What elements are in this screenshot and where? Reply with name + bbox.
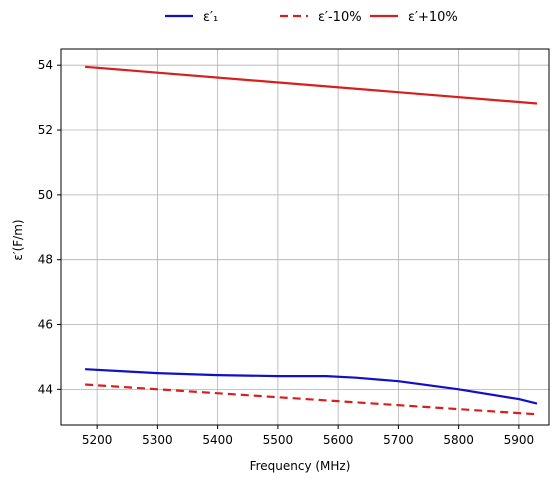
grid-lines bbox=[61, 49, 549, 425]
y-tick-label: 46 bbox=[38, 318, 53, 332]
series-line-1 bbox=[85, 383, 538, 416]
series-line-0 bbox=[85, 368, 538, 405]
y-tick-label: 50 bbox=[38, 188, 53, 202]
x-axis-label: Frequency (MHz) bbox=[250, 459, 351, 473]
x-tick-label: 5400 bbox=[202, 433, 233, 447]
y-axis-label: ε′(F/m) bbox=[11, 219, 25, 260]
y-tick-label: 48 bbox=[38, 253, 53, 267]
x-tick-label: 5800 bbox=[443, 433, 474, 447]
x-axis-ticks: 5200 5300 5400 5500 5600 5700 5800 5900 bbox=[82, 425, 534, 447]
legend-label-1: ε′-10% bbox=[318, 10, 362, 25]
y-tick-label: 52 bbox=[38, 123, 53, 137]
y-axis-ticks: 44 46 48 50 52 54 bbox=[38, 58, 61, 396]
x-tick-label: 5700 bbox=[383, 433, 414, 447]
x-tick-label: 5900 bbox=[504, 433, 535, 447]
legend: ε′₁ ε′-10% ε′+10% bbox=[165, 10, 458, 25]
x-tick-label: 5200 bbox=[82, 433, 113, 447]
series-lines bbox=[85, 65, 538, 416]
x-tick-label: 5300 bbox=[142, 433, 173, 447]
plot-area-frame bbox=[60, 48, 550, 426]
x-tick-label: 5600 bbox=[323, 433, 354, 447]
legend-label-2: ε′+10% bbox=[408, 10, 458, 25]
legend-label-0: ε′₁ bbox=[203, 10, 218, 25]
y-tick-label: 54 bbox=[38, 58, 53, 72]
series-line-2 bbox=[85, 65, 538, 105]
y-tick-label: 44 bbox=[38, 382, 53, 396]
x-tick-label: 5500 bbox=[263, 433, 294, 447]
